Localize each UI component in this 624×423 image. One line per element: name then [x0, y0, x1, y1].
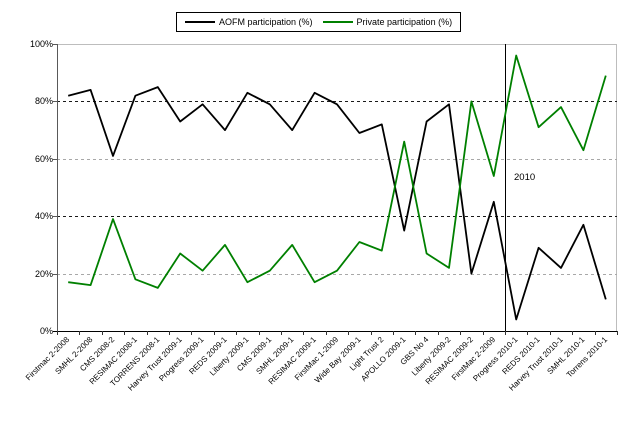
- year-2010-label: 2010: [514, 172, 536, 183]
- legend-label-private: Private participation (%): [356, 17, 453, 27]
- legend-label-aofm: AOFM participation (%): [219, 17, 313, 27]
- series-line-private: [68, 54, 607, 289]
- y-axis-label: 0%: [39, 326, 53, 336]
- legend-item-aofm: AOFM participation (%): [185, 17, 313, 27]
- legend-item-private: Private participation (%): [322, 17, 453, 27]
- y-axis-label: 60%: [34, 153, 53, 164]
- series-line-aofm: [67, 86, 607, 321]
- y-axis-label: 20%: [34, 268, 53, 279]
- aofm-line-sample-icon: [185, 21, 215, 23]
- y-axis-label: 80%: [34, 96, 53, 107]
- y-axis-label: 100%: [29, 39, 53, 49]
- private-line-sample-icon: [322, 21, 353, 23]
- chart-legend: AOFM participation (%) Private participa…: [176, 12, 462, 32]
- y-axis-label: 40%: [34, 211, 53, 222]
- plot-border: [57, 44, 617, 332]
